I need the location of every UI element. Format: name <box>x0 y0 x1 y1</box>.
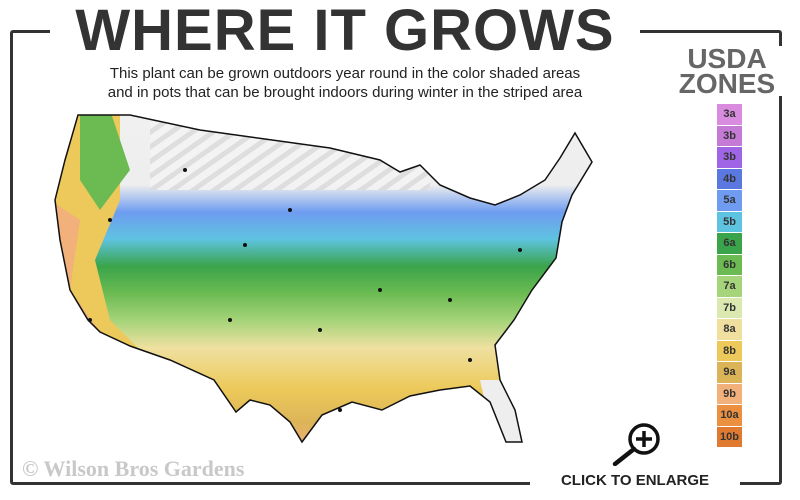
legend-zone-6b: 6b <box>717 254 742 275</box>
legend-zone-10a: 10a <box>717 405 742 426</box>
legend-zone-5b: 5b <box>717 211 742 232</box>
legend-zone-9a: 9a <box>717 362 742 383</box>
subtitle: This plant can be grown outdoors year ro… <box>50 64 640 102</box>
click-to-enlarge-button[interactable]: CLICK TO ENLARGE <box>530 466 740 499</box>
subtitle-line-1: This plant can be grown outdoors year ro… <box>109 65 581 82</box>
copyright-watermark: © Wilson Bros Gardens <box>22 456 245 481</box>
page-title: WHERE IT GROWS <box>50 0 640 62</box>
city-dots <box>88 168 522 412</box>
legend-title-line-1: USDA <box>687 43 767 74</box>
legend-zone-7a: 7a <box>717 276 742 297</box>
legend-zone-9b: 9b <box>717 383 742 404</box>
zone-legend: 3a 3b 3b 4b 5a 5b 6a 6b 7a 7b 8a 8b 9a 9b 10a 10b <box>717 104 742 448</box>
legend-zone-10b: 10b <box>717 426 742 447</box>
legend-zone-3b: 3b <box>717 147 742 168</box>
magnifier-plus-icon[interactable] <box>605 420 665 468</box>
legend-zone-8a: 8a <box>717 319 742 340</box>
legend-zone-5a: 5a <box>717 190 742 211</box>
legend-zone-8b: 8b <box>717 340 742 361</box>
subtitle-line-2: and in pots that can be brought indoors … <box>107 84 583 101</box>
legend-zone-3b: 3b <box>717 125 742 146</box>
legend-zone-7b: 7b <box>717 297 742 318</box>
legend-title: USDA ZONES <box>662 43 792 99</box>
legend-zone-3a: 3a <box>717 104 742 125</box>
legend-zone-4b: 4b <box>717 168 742 189</box>
legend-title-line-2: ZONES <box>678 68 776 99</box>
legend-zone-6a: 6a <box>717 233 742 254</box>
